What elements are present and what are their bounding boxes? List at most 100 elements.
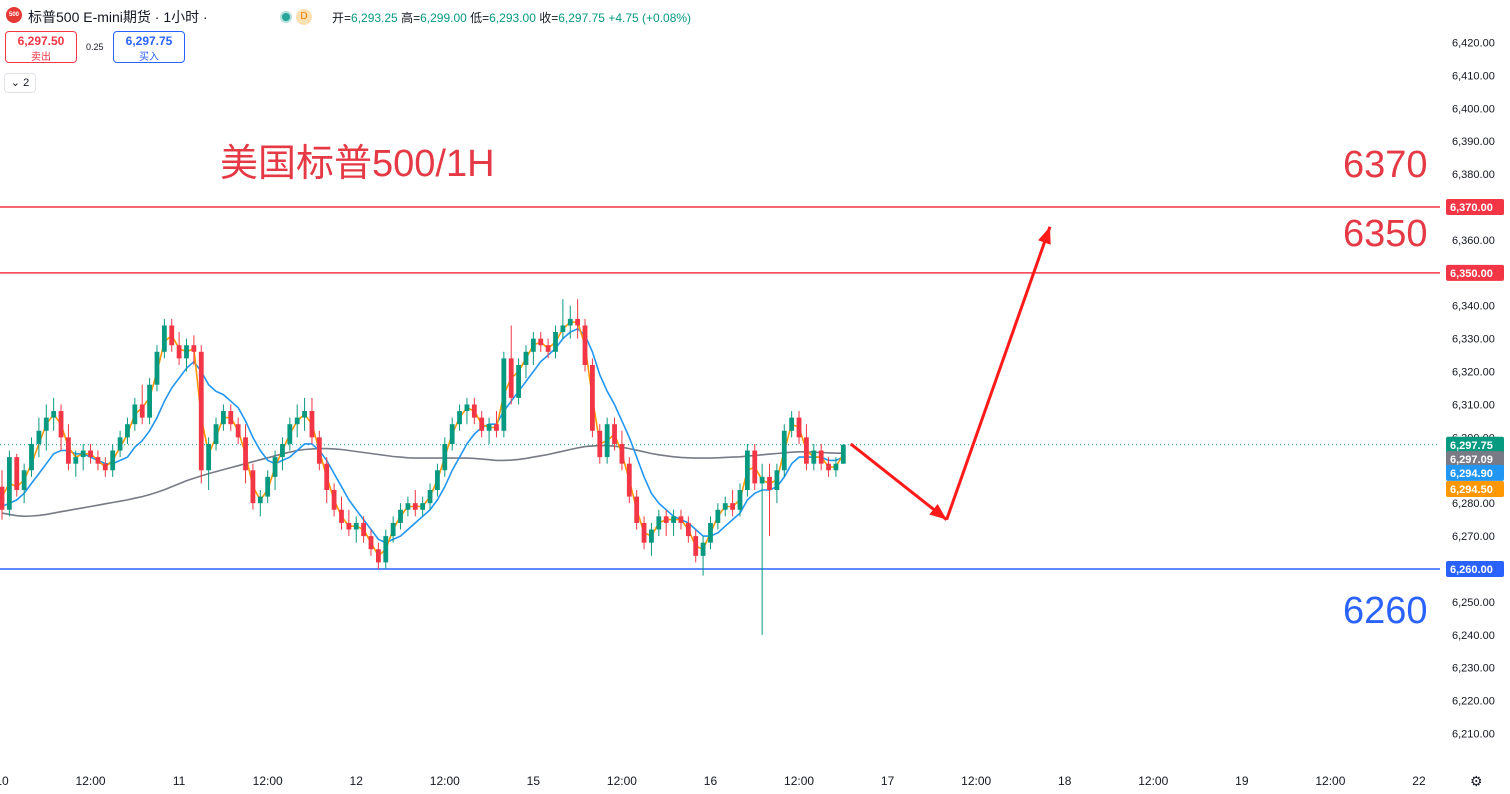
- delayed-data-icon[interactable]: D: [296, 8, 312, 25]
- candle-body: [840, 444, 846, 464]
- symbol-logo[interactable]: 500: [6, 7, 22, 23]
- candle: [353, 516, 359, 543]
- candle-body: [125, 424, 130, 438]
- candle: [767, 463, 772, 537]
- candle-body: [169, 325, 175, 346]
- candle: [471, 397, 477, 425]
- candle: [457, 404, 462, 431]
- y-tick-label: 6,250.00: [1452, 597, 1495, 609]
- candle-body: [789, 417, 795, 431]
- y-tick-label: 6,340.00: [1452, 301, 1495, 313]
- candle-body: [781, 430, 787, 471]
- gear-icon[interactable]: ⚙: [1470, 773, 1483, 789]
- candle: [58, 404, 64, 451]
- price-tag-label: 6,297.75: [1450, 440, 1493, 452]
- candle: [176, 332, 182, 365]
- arrow-shaft: [849, 442, 948, 521]
- candle-body: [154, 351, 160, 385]
- candle-body: [796, 417, 802, 438]
- y-tick-label: 6,270.00: [1452, 531, 1495, 543]
- candle: [708, 516, 713, 550]
- candle-body: [590, 364, 595, 431]
- candle: [442, 437, 448, 477]
- candle-body: [553, 332, 558, 352]
- candle: [752, 443, 758, 491]
- candle: [612, 417, 617, 451]
- candle: [147, 378, 152, 425]
- candle-body: [228, 411, 234, 425]
- sell-price: 6,297.50: [17, 34, 65, 48]
- candle: [390, 516, 396, 543]
- sell-button[interactable]: 6,297.50 卖出: [5, 31, 77, 63]
- candle-body: [184, 345, 189, 359]
- candle-body: [501, 358, 507, 431]
- candle: [715, 503, 721, 530]
- candle-body: [73, 457, 79, 464]
- y-tick-label: 6,420.00: [1452, 37, 1495, 49]
- price-tag-label: 6,297.09: [1450, 454, 1493, 466]
- symbol-title[interactable]: 标普500 E-mini期货 · 1小时 ·: [28, 9, 208, 25]
- candle-body: [530, 338, 536, 352]
- price-tag-bg: [1446, 464, 1504, 481]
- candle-body: [280, 443, 285, 458]
- candle: [530, 332, 536, 365]
- buy-label: 买入: [139, 52, 159, 63]
- market-open-icon: [280, 10, 292, 23]
- level-tag-bg: [1446, 264, 1504, 281]
- arrow-shaft: [945, 226, 1052, 521]
- candle: [6, 450, 12, 517]
- buy-button[interactable]: 6,297.75 买入: [113, 31, 185, 63]
- candle-body: [420, 503, 426, 510]
- candle-body: [375, 549, 381, 563]
- candle-body: [147, 384, 152, 418]
- indicators-toggle[interactable]: ⌄ 2: [4, 73, 36, 93]
- candle: [575, 299, 581, 339]
- candle-body: [353, 522, 359, 530]
- candle-body: [833, 463, 839, 471]
- level-tag-label: 6,260.00: [1450, 564, 1493, 576]
- candle: [191, 335, 197, 365]
- candlesticks: [0, 299, 846, 635]
- candle: [649, 522, 654, 556]
- candle: [287, 417, 293, 451]
- arrow-head: [1038, 226, 1051, 245]
- candle: [590, 358, 595, 438]
- candle: [811, 443, 817, 471]
- candle-body: [206, 443, 212, 471]
- horizontal-levels: [0, 206, 1440, 570]
- candle: [774, 463, 780, 504]
- candle-body: [95, 457, 101, 464]
- y-tick-label: 6,240.00: [1452, 630, 1495, 642]
- candle-body: [243, 437, 248, 471]
- candle: [560, 299, 566, 339]
- arrow-head: [929, 504, 947, 520]
- candle-body: [66, 437, 71, 464]
- y-tick-label: 6,210.00: [1452, 729, 1495, 741]
- candle-body: [685, 522, 691, 537]
- candle-body: [309, 411, 315, 438]
- y-tick-label: 6,380.00: [1452, 169, 1495, 181]
- candle: [523, 345, 529, 379]
- candle: [0, 470, 5, 520]
- price-axis: 6,210.00 6,220.00 6,230.00 6,240.00 6,250.00…: [1452, 37, 1495, 740]
- spread-value: 0.25: [86, 42, 104, 52]
- y-tick-label: 6,330.00: [1452, 334, 1495, 346]
- y-tick-label: 6,360.00: [1452, 235, 1495, 247]
- arrow-up: [945, 226, 1052, 521]
- candle-body: [538, 338, 544, 346]
- y-tick-label: 6,280.00: [1452, 498, 1495, 510]
- candle-body: [693, 536, 699, 556]
- candle: [110, 443, 116, 477]
- candle: [567, 305, 573, 339]
- price-tag-label: 6,294.50: [1450, 484, 1493, 496]
- candle-body: [324, 463, 330, 491]
- candle-body: [811, 450, 817, 464]
- candle-body: [213, 424, 219, 444]
- y-tick-label: 6,390.00: [1452, 136, 1495, 148]
- candle: [435, 463, 440, 497]
- candle: [781, 424, 787, 477]
- candle: [685, 516, 691, 543]
- candle-body: [737, 490, 743, 510]
- x-tick-label: 12:00: [253, 774, 283, 788]
